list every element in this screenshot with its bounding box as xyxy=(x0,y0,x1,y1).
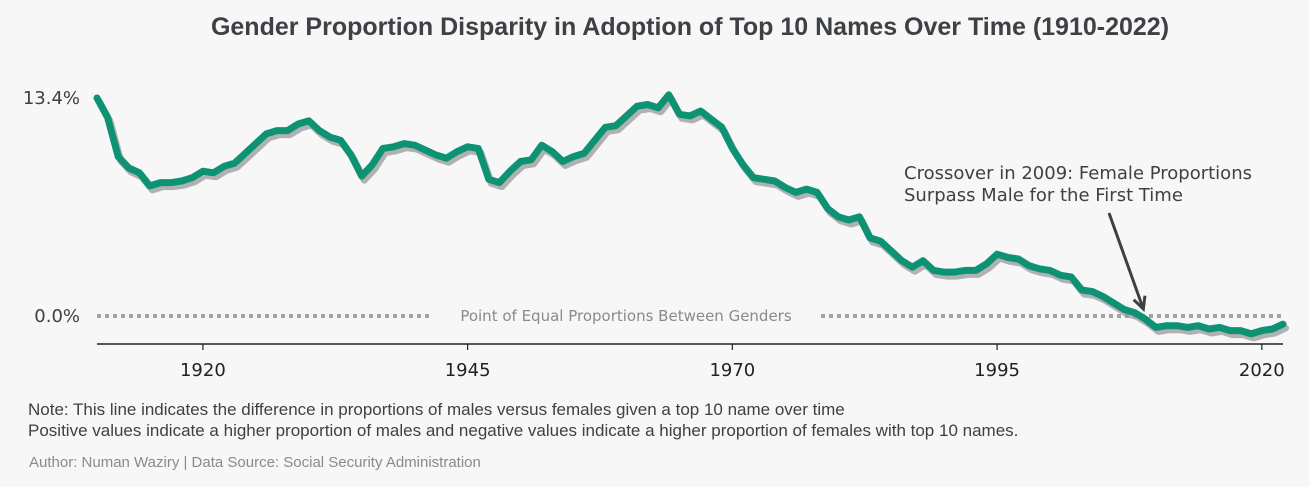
x-tick-label: 1920 xyxy=(180,360,226,381)
x-tick-label: 1970 xyxy=(709,360,755,381)
annotation-text-line: Surpass Male for the First Time xyxy=(904,185,1183,206)
y-tick-label: 0.0% xyxy=(34,306,80,327)
footnote-line-1: Note: This line indicates the difference… xyxy=(28,400,845,419)
series-line xyxy=(93,91,1287,338)
credit-text: Author: Numan Waziry | Data Source: Soci… xyxy=(29,454,481,471)
x-tick-label: 1945 xyxy=(445,360,491,381)
x-tick-label: 1995 xyxy=(974,360,1020,381)
chart-svg: Gender Proportion Disparity in Adoption … xyxy=(23,13,1289,381)
plot-area xyxy=(93,91,1289,342)
footnote-line-2: Positive values indicate a higher propor… xyxy=(28,421,1019,440)
annotation-arrow-shaft xyxy=(1107,212,1145,310)
annotation-arrow-head xyxy=(1132,295,1147,313)
x-axis-ticks: 1920 1945 1970 1995 2020 xyxy=(180,344,1285,381)
chart-title: Gender Proportion Disparity in Adoption … xyxy=(211,13,1169,41)
reference-line-label: Point of Equal Proportions Between Gende… xyxy=(460,307,792,325)
y-tick-label: 13.4% xyxy=(23,88,80,109)
series-line-shadow xyxy=(96,95,1289,342)
annotation-text-line: Crossover in 2009: Female Proportions xyxy=(904,163,1252,184)
annotation-group: Crossover in 2009: Female ProportionsSur… xyxy=(904,163,1252,313)
footnote: Note: This line indicates the difference… xyxy=(28,399,1018,441)
x-tick-label: 2020 xyxy=(1239,360,1285,381)
reference-line-group: Point of Equal Proportions Between Gende… xyxy=(97,307,1283,325)
y-axis-ticks: 0.0% 13.4% xyxy=(23,88,80,327)
